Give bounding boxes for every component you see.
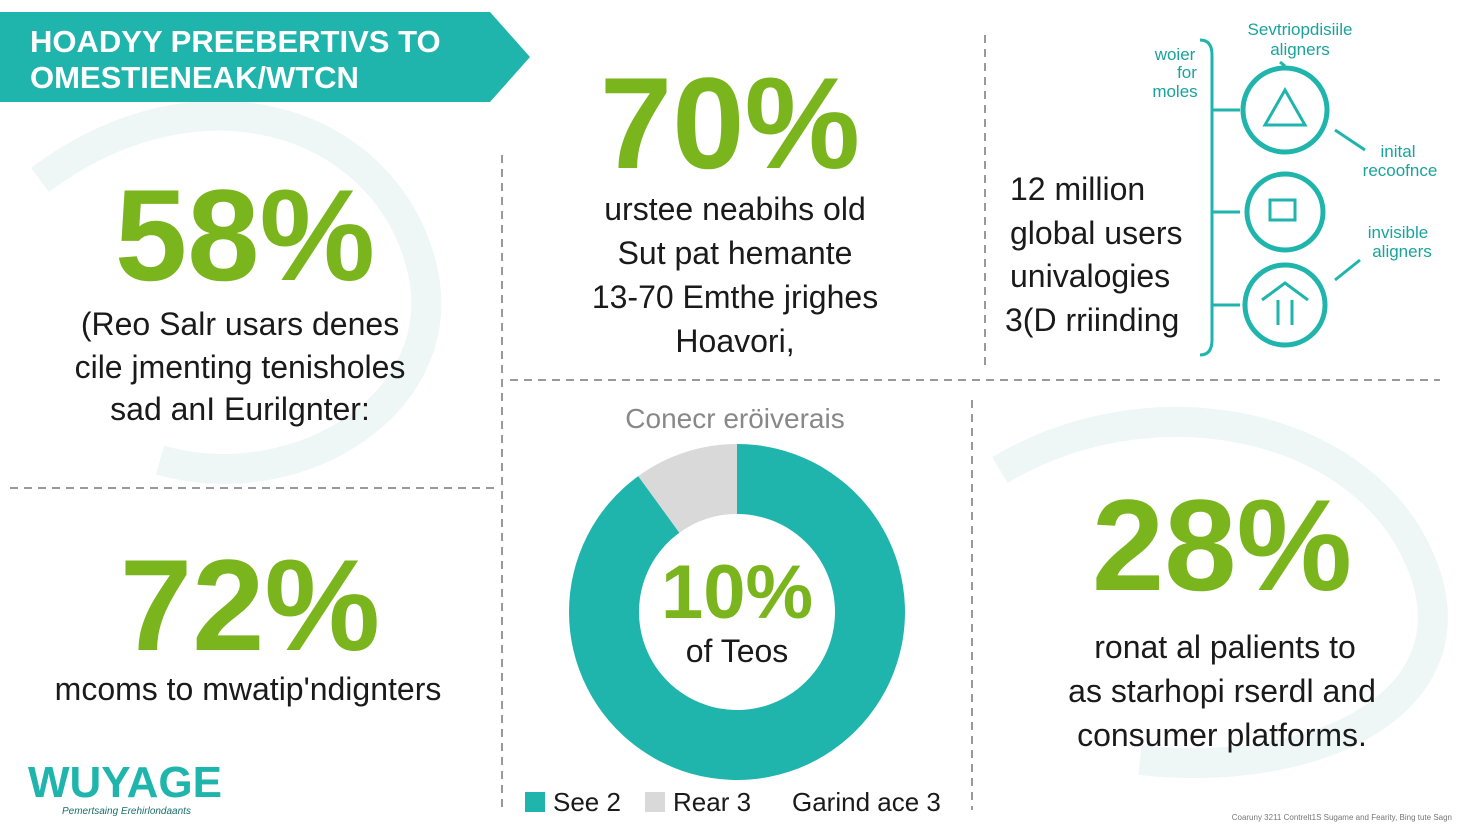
diagram-label: woier (1154, 45, 1196, 64)
header-title: HOADYY PREEBERTIVS TO (30, 24, 441, 59)
logo: WUYAGE (28, 758, 222, 807)
stat-text: 13-70 Emthe jrighes (592, 279, 878, 315)
stat-text: consumer platforms. (1077, 717, 1367, 753)
legend-swatch (525, 792, 545, 812)
diagram-label: Sevtriopdisiile (1248, 20, 1353, 39)
stat-text: Sut pat hemante (618, 235, 853, 271)
donut (568, 444, 905, 780)
legend-label: Garind ace 3 (792, 787, 941, 817)
diagram-label: invisible (1368, 223, 1428, 242)
stat-text: global users (1010, 215, 1183, 251)
diagram-label: aligners (1270, 40, 1330, 59)
tagline: Pemertsaing Erehirlondaants (62, 806, 191, 817)
diagram-label: inital (1381, 142, 1416, 161)
stat-text: mcoms to mwatip'ndignters (55, 671, 442, 707)
stat-text: (Reo Salr usars denes (81, 306, 399, 342)
stat-text: urstee neabihs old (604, 191, 866, 227)
legend-swatch (645, 792, 665, 812)
header-title: OMESTIENEAK/WTCN (30, 60, 359, 95)
diagram-label: recoofnce (1363, 161, 1438, 180)
stat-value: 28% (1092, 472, 1352, 618)
stat-value: 70% (600, 50, 860, 196)
legend-label: See 2 (553, 787, 621, 817)
stat-text: 12 million (1010, 171, 1145, 207)
stat-text: Hoavori, (675, 323, 794, 359)
diagram-icons (1240, 65, 1330, 348)
stat-text: as starhopi rserdl and (1068, 673, 1376, 709)
donut-title: Conecr eröiverais (625, 403, 844, 434)
legend: See 2 Rear 3 Garind ace 3 (525, 787, 941, 817)
donut-center-text: of Teos (686, 633, 789, 669)
stat-value: 72% (120, 532, 380, 678)
stat-text: cile jmenting tenisholes (75, 349, 406, 385)
background-swirl (31, 100, 1448, 778)
diagram-label: moles (1152, 82, 1197, 101)
donut-segment (568, 444, 905, 780)
legend-label: Rear 3 (673, 787, 751, 817)
diagram-label: aligners (1372, 242, 1432, 261)
stat-text: ronat al palients to (1094, 629, 1356, 665)
stat-value: 58% (115, 162, 375, 308)
stat-text: sad anI Eurilgnter: (110, 391, 370, 427)
header-banner (0, 12, 530, 102)
diagram-label: for (1177, 63, 1197, 82)
donut-center-value: 10% (661, 550, 813, 635)
stat-text: 3(D rriinding (1005, 302, 1179, 338)
credits: Coaruny 3211 Contrelt1S Sugame and Feari… (1232, 813, 1452, 822)
donut-segment (638, 444, 737, 533)
diagram-connectors (1199, 38, 1366, 357)
stat-text: univalogies (1010, 258, 1170, 294)
